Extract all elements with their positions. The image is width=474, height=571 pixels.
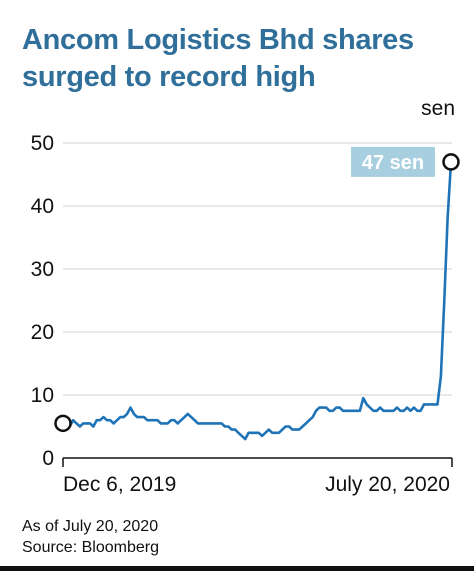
y-tick-label: 10 bbox=[31, 384, 54, 407]
end-point-marker bbox=[442, 153, 460, 171]
footer: As of July 20, 2020 Source: Bloomberg bbox=[22, 516, 159, 558]
x-tick-label: July 20, 2020 bbox=[325, 473, 450, 496]
x-axis: Dec 6, 2019 July 20, 2020 bbox=[62, 458, 453, 496]
y-tick-label: 20 bbox=[31, 321, 54, 344]
y-tick-label: 0 bbox=[42, 447, 54, 470]
x-tick-label: Dec 6, 2019 bbox=[63, 473, 176, 496]
gridlines bbox=[63, 142, 452, 459]
y-tick-label: 40 bbox=[31, 195, 54, 218]
price-chart: 0 10 20 30 40 50 sen Dec 6, 2019 July 20, 2020… bbox=[31, 97, 460, 496]
y-axis-tick-labels: 0 10 20 30 40 50 bbox=[31, 132, 54, 470]
y-axis-unit-label: sen bbox=[421, 97, 455, 120]
callout-label: 47 sen bbox=[362, 152, 424, 174]
chart-title: Ancom Logistics Bhd shares surged to rec… bbox=[22, 24, 414, 93]
bottom-rule bbox=[0, 566, 474, 571]
as-of-note: As of July 20, 2020 bbox=[22, 518, 159, 535]
y-tick-label: 30 bbox=[31, 258, 54, 281]
price-line bbox=[63, 161, 453, 441]
callout-badge bbox=[351, 146, 435, 177]
start-point-marker bbox=[54, 414, 72, 433]
source-note: Source: Bloomberg bbox=[22, 539, 159, 556]
y-tick-label: 50 bbox=[31, 132, 54, 155]
